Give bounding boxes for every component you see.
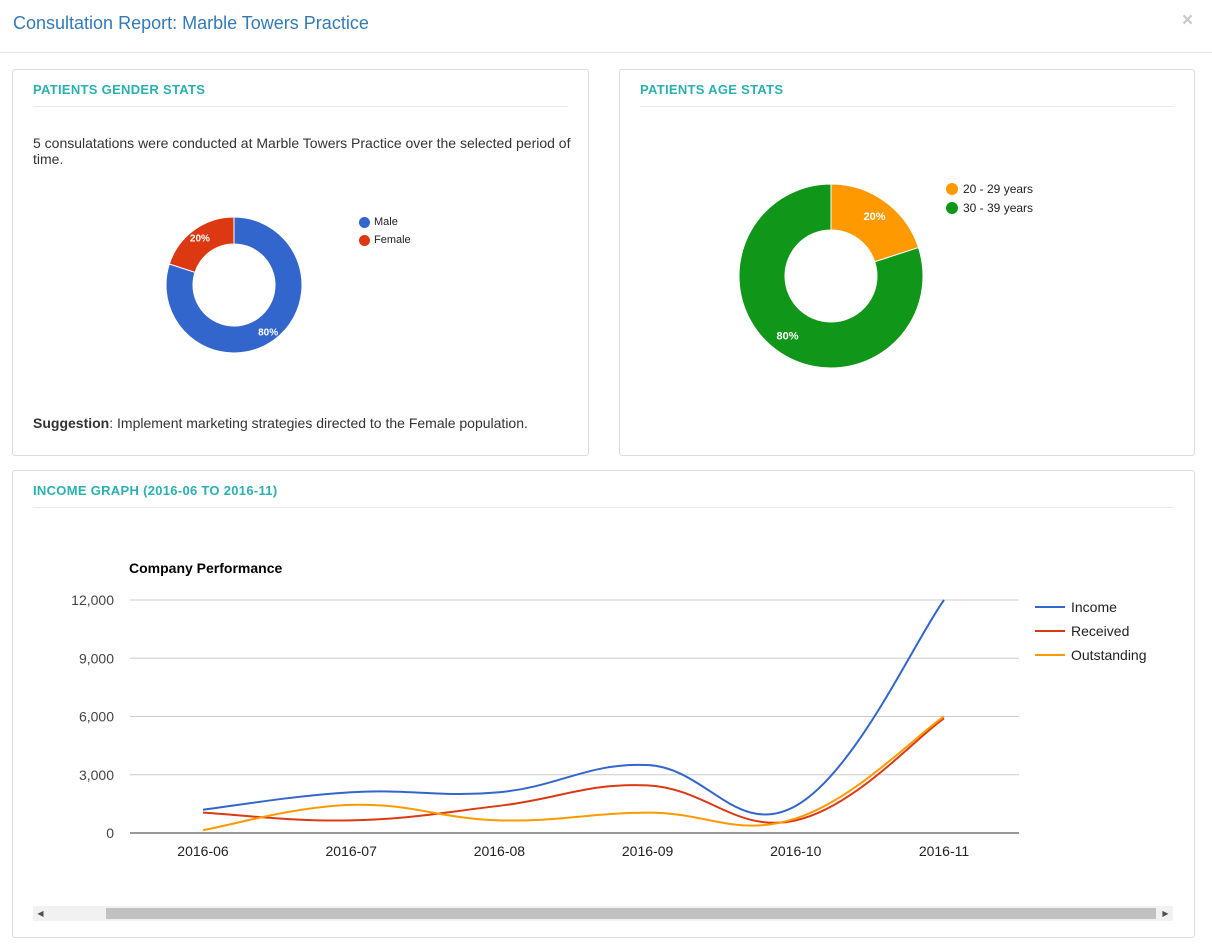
consultation-summary: 5 consulatations were conducted at Marbl… xyxy=(33,135,571,167)
legend-label: Received xyxy=(1071,623,1129,639)
x-tick-label: 2016-10 xyxy=(770,843,822,859)
age-slice-label: 20% xyxy=(863,211,885,223)
series-line-outstanding[interactable] xyxy=(202,715,945,832)
gender-panel-title: PATIENTS GENDER STATS xyxy=(33,82,206,97)
age-legend: 20 - 29 years 30 - 39 years xyxy=(946,180,1033,218)
age-slice-label: 80% xyxy=(776,331,798,343)
age-slice-30-39years[interactable] xyxy=(738,183,924,369)
legend-label: Outstanding xyxy=(1071,647,1147,663)
age-donut-chart: 20% 80% xyxy=(738,183,924,369)
suggestion: Suggestion: Implement marketing strategi… xyxy=(33,415,528,431)
gender-slice-label: 20% xyxy=(190,234,210,245)
legend-dot-icon xyxy=(946,202,958,214)
page-title: Consultation Report: Marble Towers Pract… xyxy=(13,13,369,33)
series-line-income[interactable] xyxy=(202,599,945,816)
gender-legend-item[interactable]: Female xyxy=(359,231,411,249)
series-line-received[interactable] xyxy=(202,717,945,824)
gender-slice-label: 80% xyxy=(258,327,278,338)
x-tick-label: 2016-09 xyxy=(622,843,674,859)
gender-slice-male[interactable] xyxy=(165,216,303,354)
chart-title: Company Performance xyxy=(129,560,282,576)
divider xyxy=(33,507,1174,508)
scroll-thumb[interactable] xyxy=(106,908,1156,919)
age-legend-item[interactable]: 30 - 39 years xyxy=(946,199,1033,218)
gender-donut-chart: 80% 20% xyxy=(165,216,303,354)
legend-dot-icon xyxy=(946,183,958,195)
horizontal-scrollbar[interactable]: ◀ ▶ xyxy=(33,906,1173,921)
suggestion-text: : Implement marketing strategies directe… xyxy=(109,415,528,431)
legend-dot-icon xyxy=(359,217,370,228)
y-tick-label: 12,000 xyxy=(71,592,114,608)
income-line-chart: Company Performance 0 3,000 6,000 9,000 12,00… xyxy=(71,560,1147,859)
age-panel-title: PATIENTS AGE STATS xyxy=(640,82,784,97)
gender-stats-panel: PATIENTS GENDER STATS 5 consulatations w… xyxy=(12,69,589,456)
close-icon[interactable]: × xyxy=(1182,10,1194,31)
modal-header: Consultation Report: Marble Towers Pract… xyxy=(0,0,1212,53)
legend-dot-icon xyxy=(359,235,370,246)
scroll-left-icon[interactable]: ◀ xyxy=(37,909,44,918)
x-tick-label: 2016-11 xyxy=(919,843,970,859)
age-stats-panel: PATIENTS AGE STATS 20% 80% 20 - 29 years 3… xyxy=(619,69,1195,456)
x-tick-label: 2016-06 xyxy=(177,843,229,859)
x-tick-label: 2016-07 xyxy=(326,843,378,859)
gender-legend-item[interactable]: Male xyxy=(359,213,411,231)
age-legend-item[interactable]: 20 - 29 years xyxy=(946,180,1033,199)
suggestion-label: Suggestion xyxy=(33,415,110,431)
y-tick-label: 3,000 xyxy=(79,767,114,783)
legend-label: 20 - 29 years xyxy=(963,182,1034,196)
divider xyxy=(33,106,568,107)
y-tick-label: 0 xyxy=(106,825,114,841)
legend-label: Income xyxy=(1071,599,1117,615)
income-panel-title: INCOME GRAPH (2016-06 TO 2016-11) xyxy=(33,483,278,498)
scroll-right-icon[interactable]: ▶ xyxy=(1162,909,1169,918)
legend-label: Male xyxy=(374,216,398,228)
divider xyxy=(640,106,1174,107)
legend-label: 30 - 39 years xyxy=(963,201,1034,215)
gender-slice-female[interactable] xyxy=(168,216,235,273)
gender-legend: Male Female xyxy=(359,213,411,249)
x-tick-label: 2016-08 xyxy=(474,843,526,859)
y-tick-label: 6,000 xyxy=(79,709,114,725)
legend-label: Female xyxy=(374,234,411,246)
income-graph-panel: INCOME GRAPH (2016-06 TO 2016-11) Compan… xyxy=(12,470,1195,938)
y-tick-label: 9,000 xyxy=(79,650,114,666)
